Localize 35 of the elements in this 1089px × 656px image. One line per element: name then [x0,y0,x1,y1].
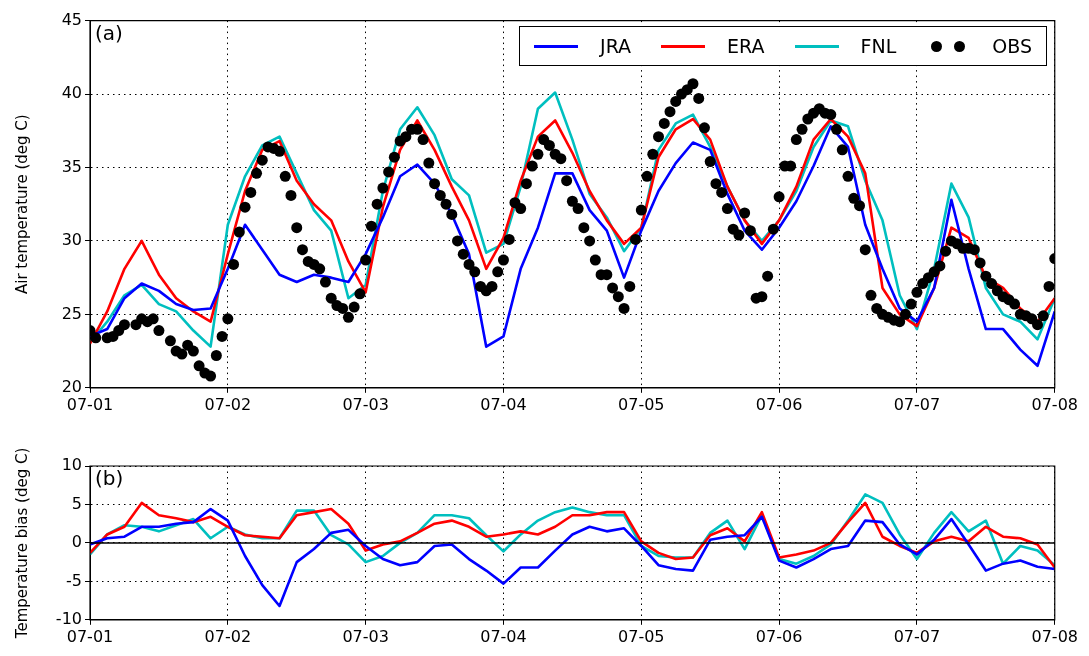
x-tick-label: 07-01 [66,626,114,646]
y-tick-label: -5 [66,570,82,590]
annotation: (a) [95,20,123,45]
x-tick-label: 07-07 [893,394,941,414]
x-tick-label: 07-04 [480,394,527,414]
legend-label: JRA [600,35,632,57]
x-tick-label: 07-08 [1031,394,1078,414]
x-tick-label: 07-06 [755,626,803,646]
y-tick-label: 5 [71,493,82,513]
x-tick-label: 07-03 [342,626,389,646]
annotation: (b) [95,466,124,491]
y-axis-title: Temperature bias (deg C) [12,447,31,640]
y-tick-label: 0 [71,532,82,552]
x-tick-label: 07-08 [1031,626,1078,646]
y-tick-label: 20 [61,376,82,396]
legend-label: FNL [860,35,897,57]
y-tick-label: 35 [61,156,82,176]
legend-label: OBS [992,35,1032,57]
x-tick-label: 07-03 [342,394,389,414]
x-tick-label: 07-02 [204,394,252,414]
x-tick-label: 07-02 [204,626,252,646]
x-tick-label: 07-07 [893,626,941,646]
x-tick-label: 07-01 [66,394,114,414]
x-tick-label: 07-04 [480,626,527,646]
y-tick-label: 30 [61,230,82,250]
y-tick-label: 40 [61,83,82,103]
legend-label: ERA [727,35,765,57]
x-tick-label: 07-05 [618,394,665,414]
y-axis-title: Air temperature (deg C) [12,114,31,295]
x-tick-label: 07-06 [755,394,803,414]
y-tick-label: 10 [61,455,82,475]
x-tick-label: 07-05 [618,626,665,646]
y-tick-label: -10 [55,608,82,628]
y-tick-label: 45 [61,9,82,29]
y-tick-label: 25 [61,303,82,323]
